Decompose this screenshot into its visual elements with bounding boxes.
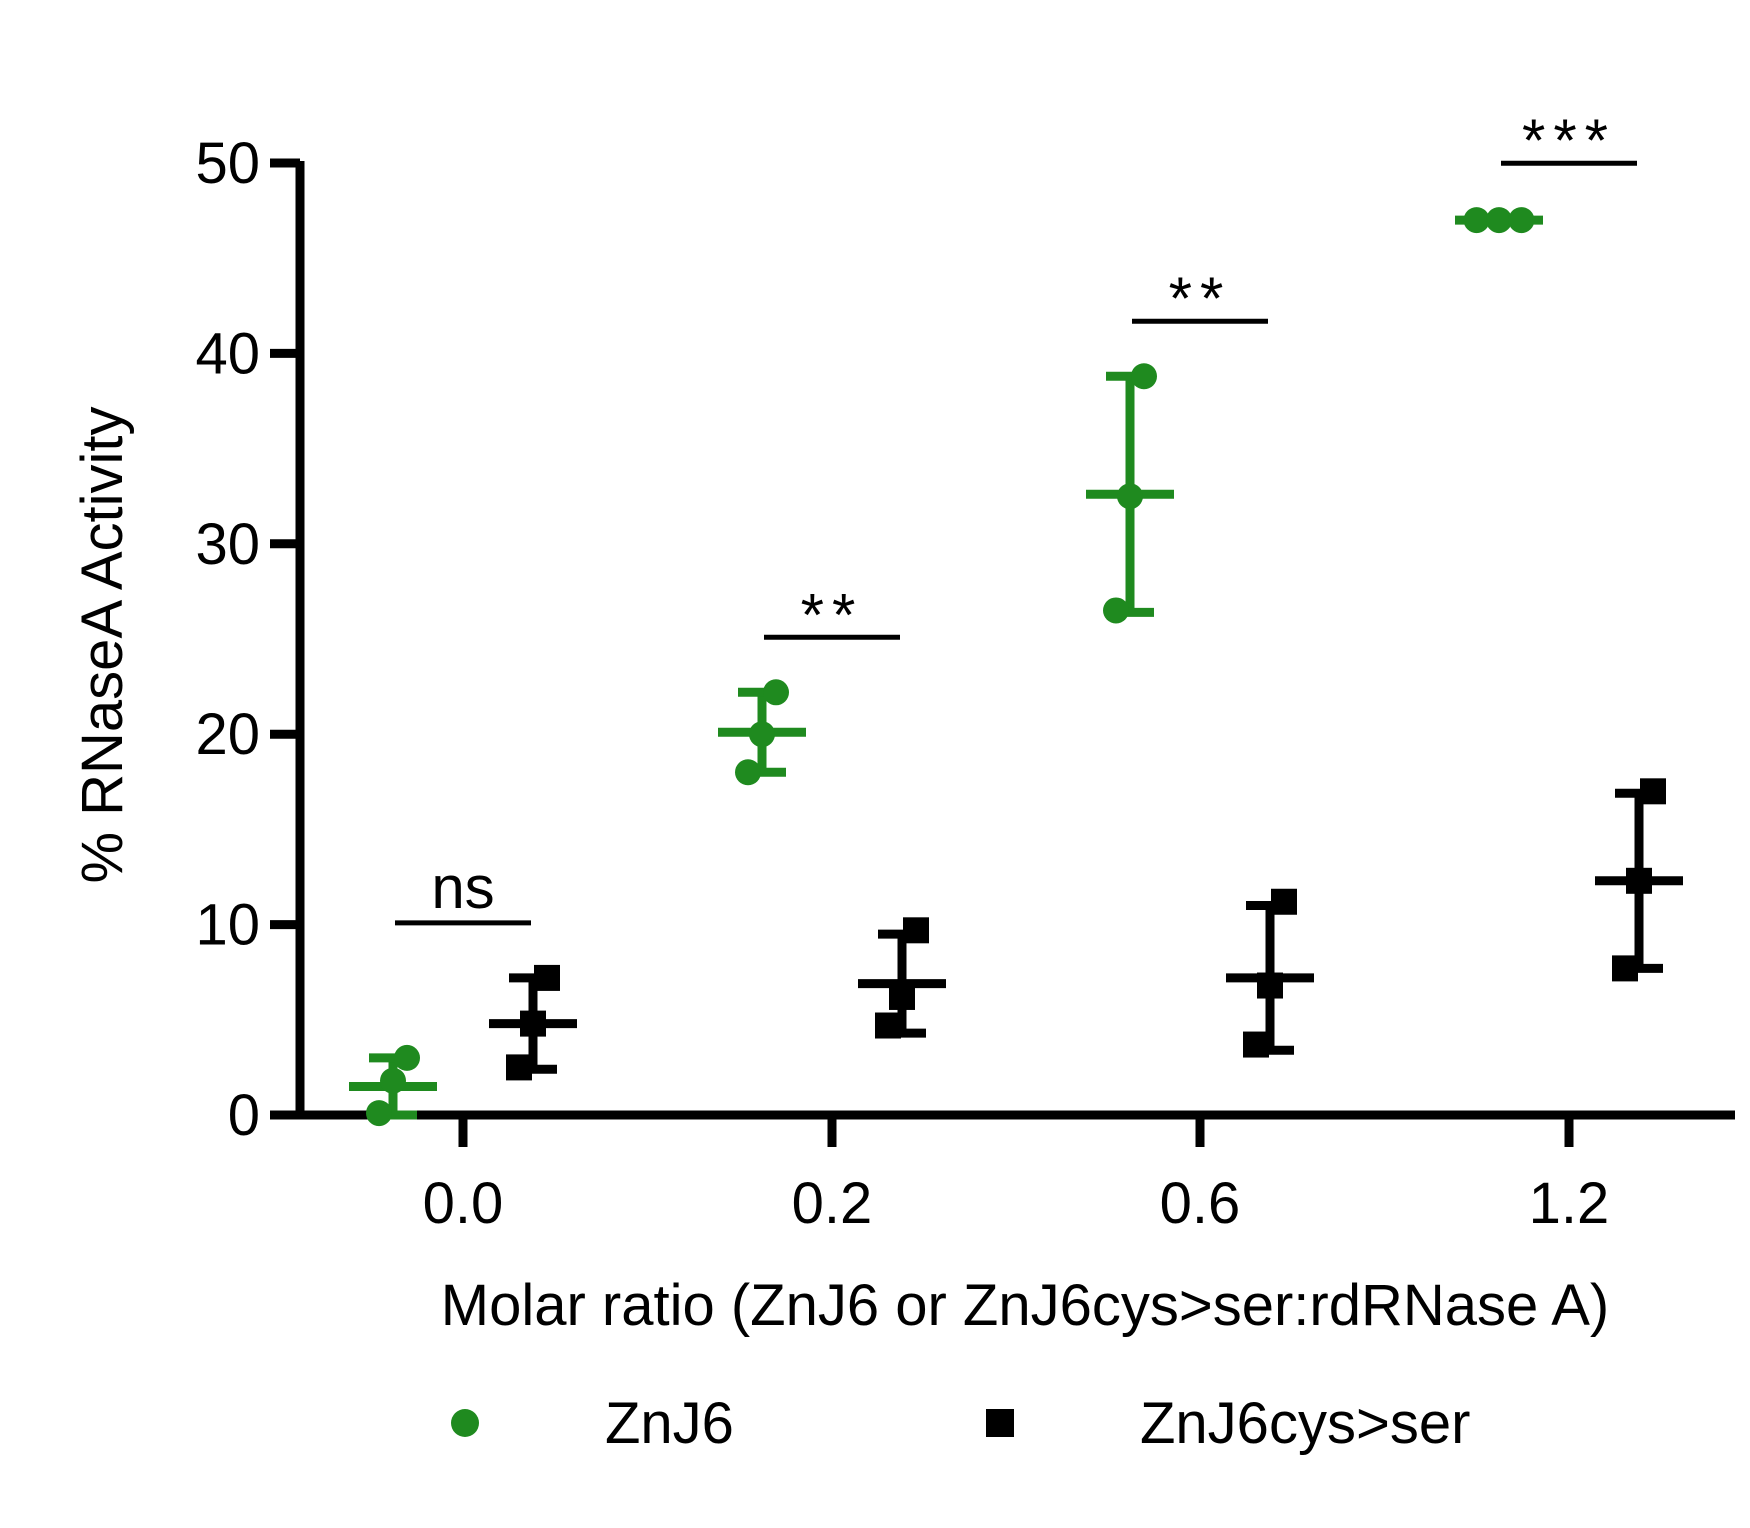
data-point [534, 964, 560, 991]
significance-label: ns [431, 854, 494, 921]
data-point [394, 1044, 420, 1071]
data-point [1271, 888, 1297, 915]
legend-label: ZnJ6cys>ser [1140, 1391, 1470, 1456]
legend-label: ZnJ6 [605, 1391, 734, 1456]
data-point [1117, 483, 1143, 510]
axes [295, 161, 1735, 1120]
y-tick-label: 0 [228, 1083, 260, 1148]
data-point [875, 1012, 901, 1039]
data-point [1626, 867, 1652, 894]
data-point [763, 679, 789, 706]
y-tick-label: 40 [195, 321, 260, 386]
x-ticks: 0.0 0.2 0.6 1.2 [423, 1115, 1610, 1236]
x-tick-label: 0.0 [423, 1171, 504, 1236]
series-znj6 [349, 207, 1543, 1127]
data-point [1612, 955, 1638, 982]
y-tick-label: 30 [195, 512, 260, 577]
data-point [1486, 207, 1512, 234]
legend-marker-znj6 [451, 1409, 479, 1437]
series-znj6cys-ser [489, 778, 1683, 1081]
data-point [1463, 207, 1490, 234]
data-point [735, 759, 761, 786]
series-layer [349, 207, 1683, 1127]
y-tick-label: 20 [195, 702, 260, 767]
significance-label: ** [1169, 265, 1232, 332]
data-point [1640, 778, 1666, 805]
data-point [380, 1067, 406, 1094]
y-axis-title: % RNaseA Activity [70, 406, 135, 883]
legend: ZnJ6 ZnJ6cys>ser [451, 1391, 1470, 1456]
data-point [520, 1010, 546, 1037]
data-point [366, 1100, 392, 1127]
x-axis-title: Molar ratio (ZnJ6 or ZnJ6cys>ser:rdRNase… [441, 1273, 1609, 1338]
data-point [1243, 1031, 1269, 1058]
y-ticks: 0 10 20 30 40 50 [195, 131, 300, 1148]
data-point [903, 917, 929, 944]
significance-label: *** [1522, 107, 1616, 174]
y-tick-label: 10 [195, 893, 260, 958]
x-tick-label: 1.2 [1529, 1171, 1610, 1236]
data-point [889, 983, 915, 1010]
legend-marker-znj6cys-ser [986, 1409, 1014, 1437]
data-point [506, 1054, 532, 1081]
y-tick-label: 50 [195, 131, 260, 196]
data-point [1103, 597, 1129, 624]
data-point [1131, 363, 1157, 390]
significance-label: ** [801, 581, 864, 648]
data-point [1257, 972, 1283, 999]
data-point [749, 721, 775, 748]
x-tick-label: 0.2 [792, 1171, 873, 1236]
x-tick-label: 0.6 [1160, 1171, 1241, 1236]
data-point [1508, 207, 1535, 234]
significance-annotations: ns******* [395, 107, 1637, 926]
